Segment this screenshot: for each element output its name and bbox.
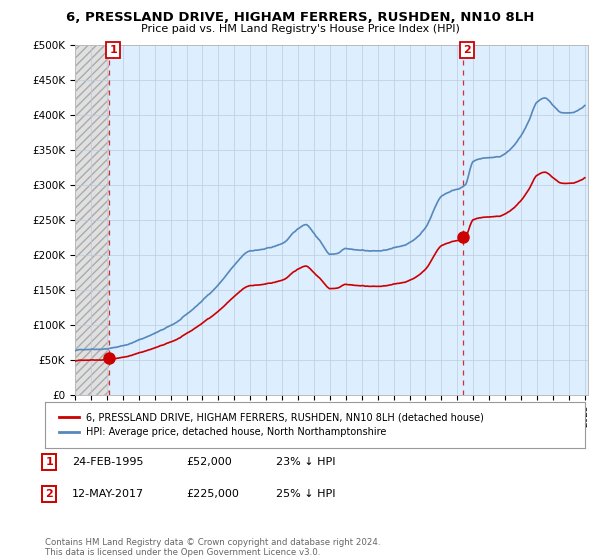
Bar <box>75 45 109 395</box>
Text: Contains HM Land Registry data © Crown copyright and database right 2024.
This d: Contains HM Land Registry data © Crown c… <box>45 538 380 557</box>
Text: 25% ↓ HPI: 25% ↓ HPI <box>276 489 335 499</box>
Text: 23% ↓ HPI: 23% ↓ HPI <box>276 457 335 467</box>
Text: 12-MAY-2017: 12-MAY-2017 <box>72 489 144 499</box>
Text: 2: 2 <box>463 45 471 55</box>
Text: 1: 1 <box>46 457 53 467</box>
Text: £225,000: £225,000 <box>186 489 239 499</box>
Legend: 6, PRESSLAND DRIVE, HIGHAM FERRERS, RUSHDEN, NN10 8LH (detached house), HPI: Ave: 6, PRESSLAND DRIVE, HIGHAM FERRERS, RUSH… <box>55 409 488 441</box>
Text: Price paid vs. HM Land Registry's House Price Index (HPI): Price paid vs. HM Land Registry's House … <box>140 24 460 34</box>
Text: 1: 1 <box>109 45 117 55</box>
Text: 2: 2 <box>46 489 53 499</box>
Text: £52,000: £52,000 <box>186 457 232 467</box>
Bar <box>75 45 109 395</box>
Text: 6, PRESSLAND DRIVE, HIGHAM FERRERS, RUSHDEN, NN10 8LH: 6, PRESSLAND DRIVE, HIGHAM FERRERS, RUSH… <box>66 11 534 24</box>
Text: 24-FEB-1995: 24-FEB-1995 <box>72 457 143 467</box>
